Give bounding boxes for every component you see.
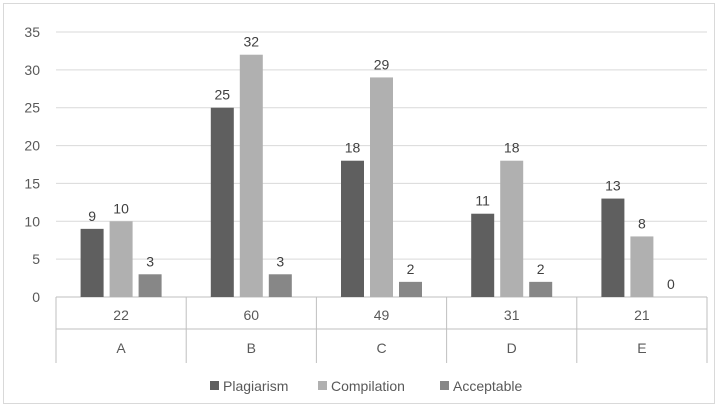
legend-label: Acceptable [453, 378, 522, 394]
x-group-label: B [247, 340, 256, 356]
x-tick-label: 21 [634, 307, 650, 323]
x-tick-label: 60 [244, 307, 260, 323]
data-label: 18 [345, 140, 361, 156]
y-tick-label: 35 [24, 24, 40, 40]
data-label: 3 [276, 253, 284, 269]
data-label: 29 [374, 56, 390, 72]
bar-compilation-e [630, 236, 654, 297]
data-label: 32 [244, 34, 260, 50]
legend-swatch [318, 381, 327, 390]
bar-plagiarism-e [601, 198, 625, 297]
y-tick-label: 25 [24, 100, 40, 116]
data-label: 10 [113, 200, 129, 216]
x-tick-label: 22 [113, 307, 129, 323]
legend-swatch [210, 381, 219, 390]
bar-acceptable-a [138, 274, 162, 297]
data-label: 8 [638, 215, 646, 231]
legend-label: Plagiarism [223, 378, 288, 394]
x-group-label: C [376, 340, 386, 356]
bar-plagiarism-c [341, 160, 364, 297]
x-group-label: D [507, 340, 517, 356]
bar-acceptable-c [399, 281, 422, 297]
data-label: 2 [537, 261, 545, 277]
data-label: 3 [146, 253, 154, 269]
data-label: 11 [475, 193, 490, 209]
data-label: 25 [215, 87, 231, 103]
data-label: 2 [407, 261, 415, 277]
x-group-label: E [637, 340, 646, 356]
data-label: 9 [88, 208, 96, 224]
bar-plagiarism-b [210, 107, 234, 297]
bar-acceptable-d [529, 281, 553, 297]
y-tick-label: 10 [24, 213, 40, 229]
bar-plagiarism-a [80, 228, 104, 297]
legend-label: Compilation [331, 378, 405, 394]
data-label: 18 [504, 140, 520, 156]
bar-compilation-b [239, 54, 263, 297]
y-tick-label: 20 [24, 138, 40, 154]
bar-acceptable-b [268, 274, 292, 297]
x-tick-label: 49 [374, 307, 390, 323]
y-tick-label: 5 [32, 251, 40, 267]
bar-plagiarism-d [471, 213, 495, 297]
bar-compilation-a [109, 221, 133, 297]
bar-compilation-d [500, 160, 524, 297]
x-group-label: A [116, 340, 126, 356]
data-label: 0 [667, 276, 675, 292]
y-tick-label: 0 [32, 289, 40, 305]
legend-swatch [440, 381, 449, 390]
bar-compilation-c [370, 77, 393, 297]
y-tick-label: 30 [24, 62, 40, 78]
data-label: 13 [605, 178, 621, 194]
y-tick-label: 15 [24, 175, 40, 191]
x-tick-label: 31 [504, 307, 520, 323]
